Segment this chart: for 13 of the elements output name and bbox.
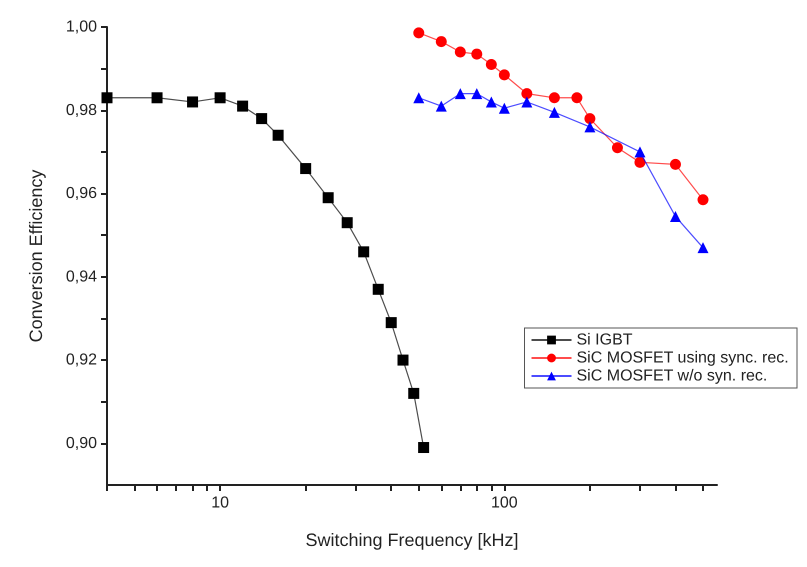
y-tick-label: 0,94 [66,268,98,286]
x-tick-label: 100 [490,494,518,512]
y-tick-label: 0,96 [66,185,98,202]
x-tick-label: 10 [211,494,230,512]
legend-label: Si IGBT [576,332,633,348]
y-axis-title: Conversion Efficiency [26,170,46,342]
x-axis-title: Switching Frequency [kHz] [305,530,519,550]
y-tick-label: 0,90 [66,434,98,452]
legend-label: SiC MOSFET w/o syn. rec. [576,368,768,384]
legend-label: SiC MOSFET using sync. rec. [576,350,789,366]
y-tick-label: 0,98 [66,102,98,119]
y-tick-label: 0,92 [66,352,98,369]
y-tick-label: 1,00 [66,18,98,36]
